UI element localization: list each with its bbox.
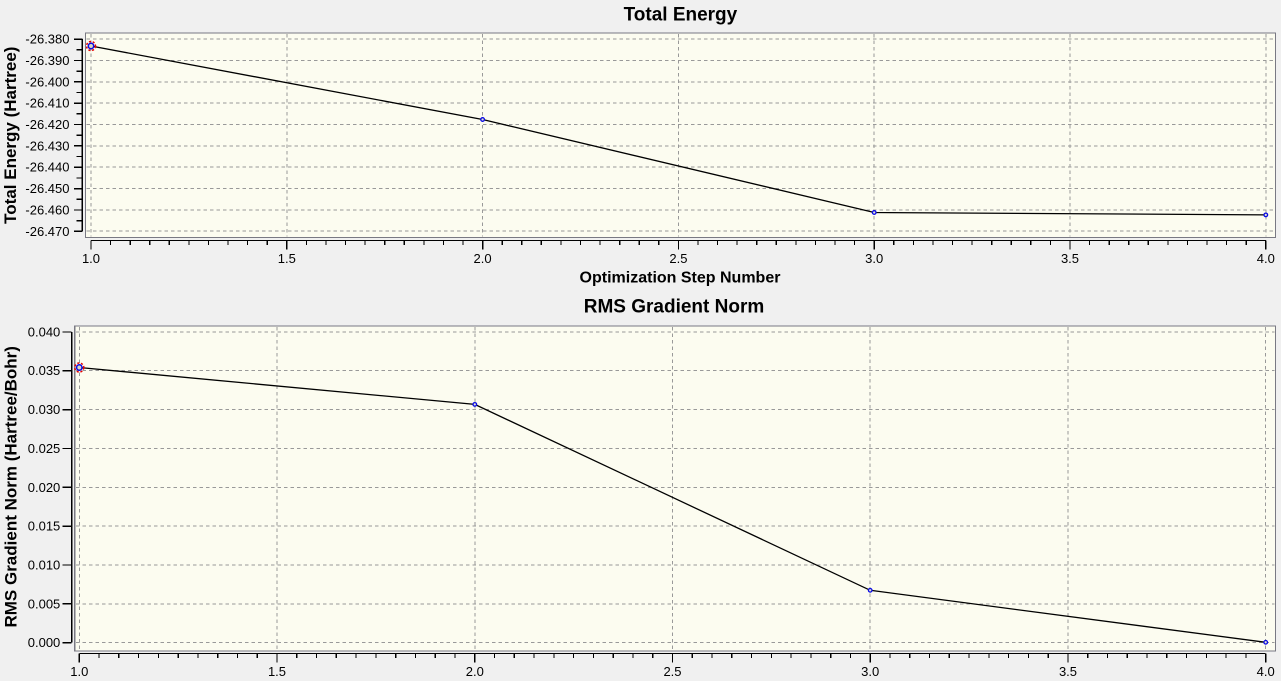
- svg-text:0.035: 0.035: [28, 363, 61, 378]
- svg-text:1.5: 1.5: [278, 251, 296, 266]
- svg-text:-26.410: -26.410: [25, 96, 69, 111]
- svg-text:1.0: 1.0: [70, 664, 88, 679]
- svg-text:RMS Gradient Norm (Hartree/Boh: RMS Gradient Norm (Hartree/Bohr): [2, 346, 21, 627]
- svg-text:-26.470: -26.470: [25, 224, 69, 239]
- svg-text:Total Energy: Total Energy: [624, 4, 738, 25]
- svg-text:-26.450: -26.450: [25, 181, 69, 196]
- svg-text:-26.460: -26.460: [25, 202, 69, 217]
- svg-text:RMS Gradient Norm: RMS Gradient Norm: [584, 297, 765, 318]
- svg-text:2.0: 2.0: [466, 664, 484, 679]
- svg-text:0.040: 0.040: [28, 324, 61, 339]
- svg-text:0.025: 0.025: [28, 441, 61, 456]
- svg-text:-26.440: -26.440: [25, 160, 69, 175]
- svg-text:-26.380: -26.380: [25, 32, 69, 47]
- svg-text:-26.390: -26.390: [25, 53, 69, 68]
- svg-text:1.0: 1.0: [82, 251, 100, 266]
- svg-text:0.005: 0.005: [28, 596, 61, 611]
- svg-text:0.020: 0.020: [28, 480, 61, 495]
- svg-text:-26.420: -26.420: [25, 117, 69, 132]
- svg-text:Optimization Step Number: Optimization Step Number: [580, 270, 781, 287]
- svg-text:2.0: 2.0: [474, 251, 492, 266]
- svg-text:4.0: 4.0: [1257, 664, 1275, 679]
- svg-text:4.0: 4.0: [1257, 251, 1275, 266]
- svg-text:0.015: 0.015: [28, 519, 61, 534]
- svg-text:3.0: 3.0: [865, 251, 883, 266]
- svg-text:2.5: 2.5: [663, 664, 681, 679]
- svg-text:3.5: 3.5: [1059, 664, 1077, 679]
- svg-text:-26.400: -26.400: [25, 74, 69, 89]
- svg-text:0.030: 0.030: [28, 402, 61, 417]
- svg-text:3.5: 3.5: [1061, 251, 1079, 266]
- svg-text:0.010: 0.010: [28, 557, 61, 572]
- svg-text:Total Energy (Hartree): Total Energy (Hartree): [1, 47, 20, 224]
- svg-text:2.5: 2.5: [669, 251, 687, 266]
- svg-text:1.5: 1.5: [268, 664, 286, 679]
- svg-text:-26.430: -26.430: [25, 138, 69, 153]
- svg-text:3.0: 3.0: [861, 664, 879, 679]
- svg-text:0.000: 0.000: [28, 635, 61, 650]
